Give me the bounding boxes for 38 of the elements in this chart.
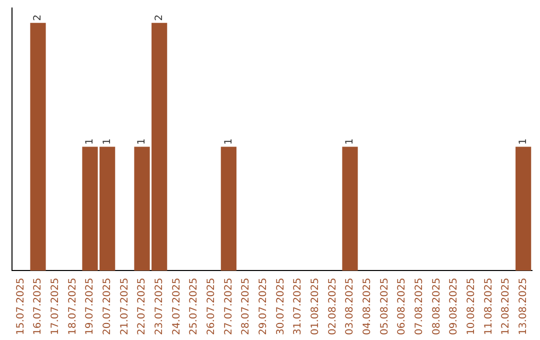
x-tick-label: 29.07.2025 [258, 278, 269, 336]
x-tick-label: 28.07.2025 [240, 278, 252, 336]
x-tick-label: 17.07.2025 [50, 278, 61, 336]
x-tick-label: 11.08.2025 [483, 278, 494, 336]
data-label: 1 [136, 138, 148, 145]
data-label: 1 [102, 138, 113, 145]
data-label: 2 [154, 14, 165, 21]
x-tick-label: 26.07.2025 [206, 278, 217, 336]
x-tick-label: 05.08.2025 [379, 278, 390, 336]
x-tick-label: 02.08.2025 [327, 278, 338, 336]
x-tick-label: 04.08.2025 [362, 278, 373, 336]
data-label: 1 [84, 138, 96, 145]
x-tick-label: 18.07.2025 [67, 278, 78, 336]
data-label: 1 [223, 138, 234, 145]
data-label: 2 [32, 14, 44, 21]
x-tick-label: 25.07.2025 [188, 278, 200, 336]
x-tick-label: 19.07.2025 [84, 278, 96, 336]
x-tick-label: 10.08.2025 [466, 278, 477, 336]
x-tick-label: 15.07.2025 [15, 278, 26, 336]
x-tick-label: 23.07.2025 [154, 278, 165, 336]
x-tick-label: 08.08.2025 [431, 278, 442, 336]
x-tick-label: 16.07.2025 [32, 278, 44, 336]
data-label: 1 [518, 138, 529, 145]
x-tick-label: 24.07.2025 [171, 278, 182, 336]
x-tick-label: 22.07.2025 [136, 278, 148, 336]
x-tick-label: 01.08.2025 [310, 278, 321, 336]
x-tick-label: 27.07.2025 [223, 278, 234, 336]
x-tick-label: 21.07.2025 [119, 278, 130, 336]
x-tick-label: 09.08.2025 [448, 278, 460, 336]
x-tick-label: 20.07.2025 [102, 278, 113, 336]
x-tick-label: 31.07.2025 [292, 278, 304, 336]
x-tick-label: 12.08.2025 [500, 278, 512, 336]
x-tick-label: 06.08.2025 [396, 278, 408, 336]
x-tick-label: 07.08.2025 [414, 278, 425, 336]
data-label: 1 [344, 138, 356, 145]
x-tick-label: 03.08.2025 [344, 278, 356, 336]
x-tick-label: 30.07.2025 [275, 278, 286, 336]
x-tick-label: 13.08.2025 [518, 278, 529, 336]
